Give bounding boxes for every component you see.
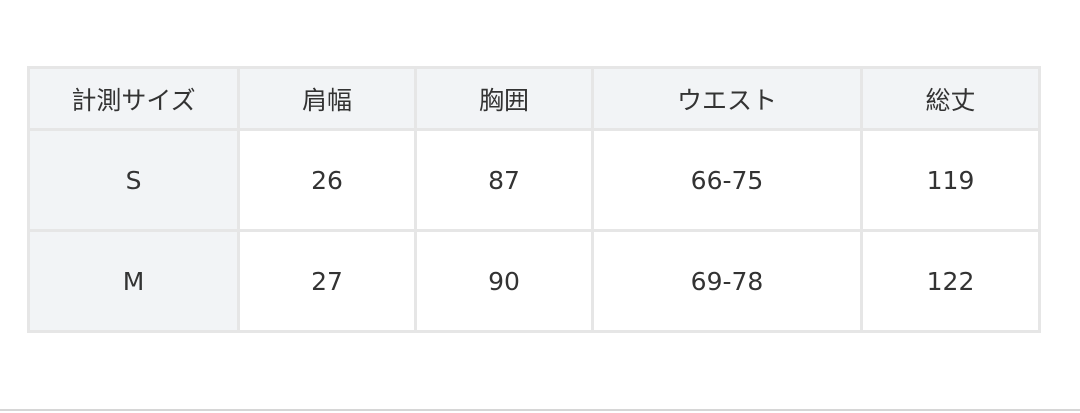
cell-length: 119 <box>860 128 1041 232</box>
table-row: S 26 87 66-75 119 <box>27 128 1041 232</box>
header-size: 計測サイズ <box>27 66 240 131</box>
cell-length: 122 <box>860 229 1041 333</box>
cell-chest: 87 <box>414 128 594 232</box>
cell-chest: 90 <box>414 229 594 333</box>
cell-waist: 66-75 <box>591 128 863 232</box>
row-size: M <box>27 229 240 333</box>
header-chest: 胸囲 <box>414 66 594 131</box>
size-table: 計測サイズ 肩幅 胸囲 ウエスト 総丈 S 26 87 66-75 119 M … <box>27 66 1041 333</box>
cell-shoulder: 26 <box>237 128 417 232</box>
table-header-row: 計測サイズ 肩幅 胸囲 ウエスト 総丈 <box>27 66 1041 131</box>
cell-shoulder: 27 <box>237 229 417 333</box>
table-row: M 27 90 69-78 122 <box>27 229 1041 333</box>
header-waist: ウエスト <box>591 66 863 131</box>
row-size: S <box>27 128 240 232</box>
divider <box>0 409 1080 411</box>
header-shoulder: 肩幅 <box>237 66 417 131</box>
header-length: 総丈 <box>860 66 1041 131</box>
cell-waist: 69-78 <box>591 229 863 333</box>
